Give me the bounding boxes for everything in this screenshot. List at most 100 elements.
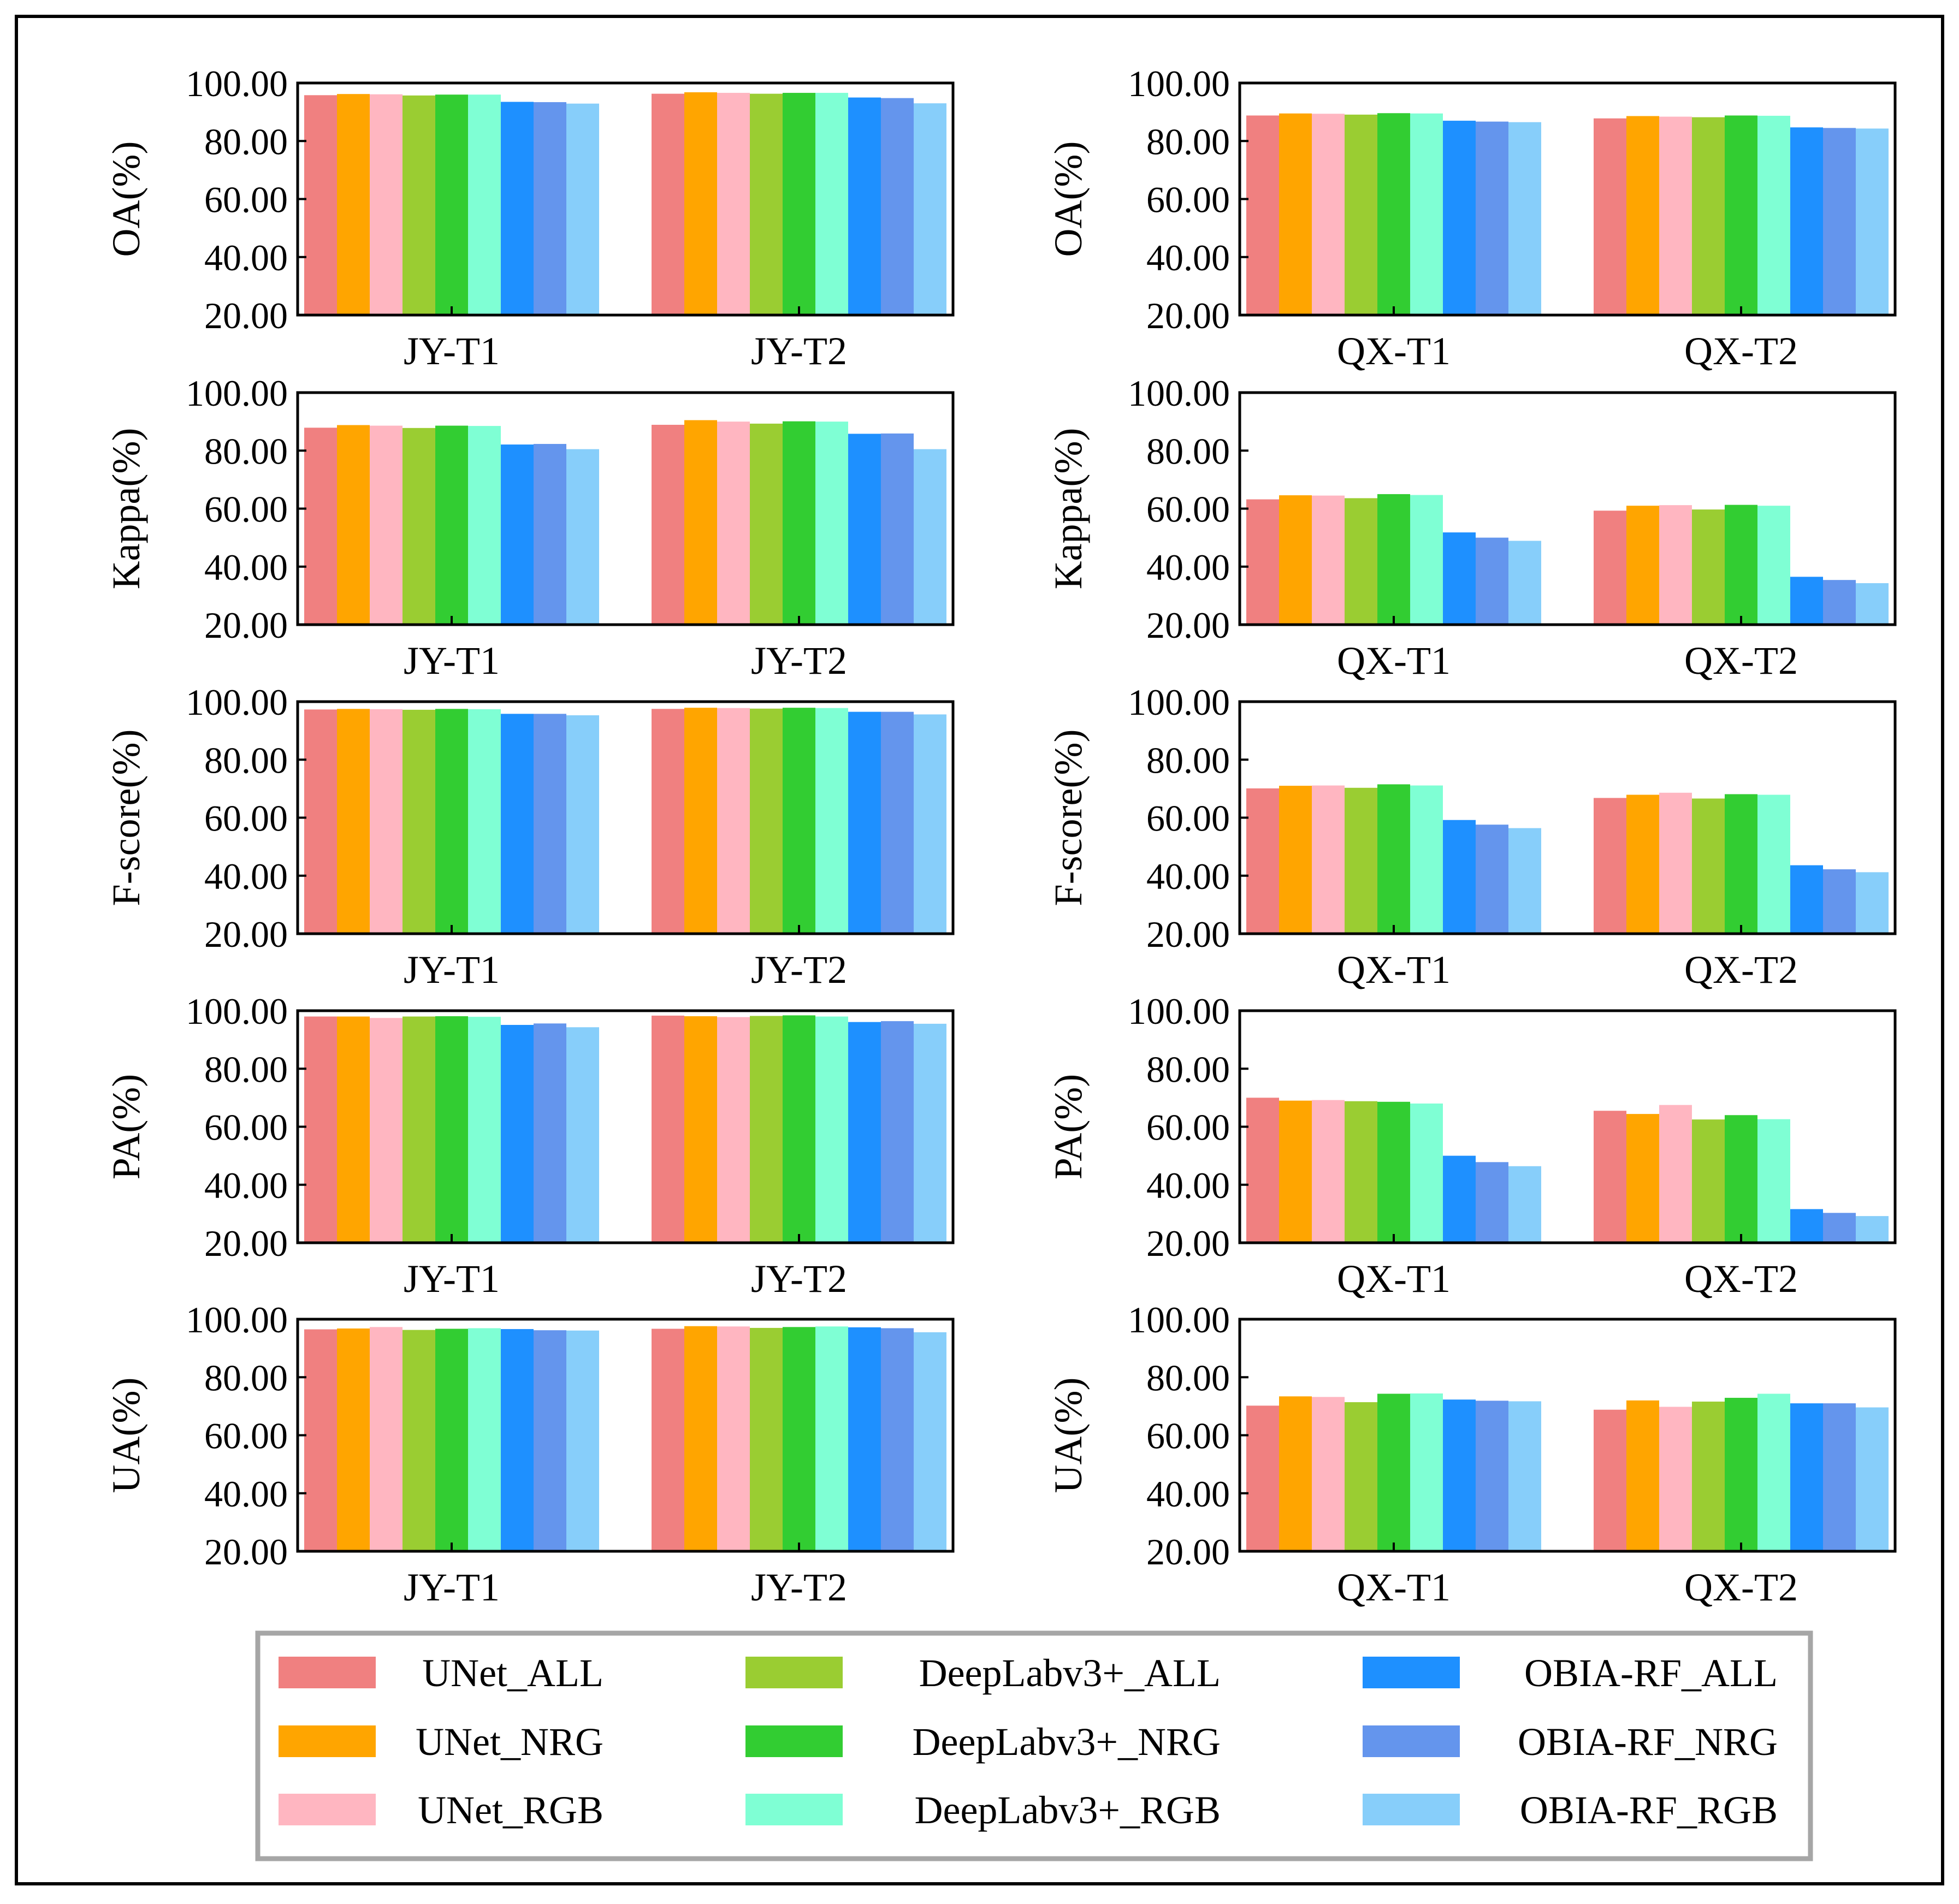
x-tick-label: JY-T2 [751, 1565, 847, 1609]
bar-qx-t1-1 [1246, 499, 1279, 625]
bar-jy-t1-2 [337, 1328, 370, 1551]
y-tick-label: 40.00 [1146, 856, 1230, 897]
bar-jy-t1-1 [304, 95, 337, 315]
x-tick-label: JY-T2 [751, 329, 847, 373]
x-tick-label: JY-T2 [751, 1257, 847, 1301]
bar-qx-t2-3 [1659, 1105, 1692, 1243]
x-tick-label: JY-T1 [404, 1257, 500, 1301]
bar-jy-t1-2 [337, 1016, 370, 1243]
bar-qx-t2-4 [1692, 1401, 1725, 1551]
x-tick-label: JY-T2 [751, 639, 847, 683]
bar-jy-t2-7 [848, 1327, 881, 1551]
y-tick-label: 100.00 [1128, 372, 1230, 414]
y-tick-label: 60.00 [204, 1107, 288, 1148]
bar-qx-t1-5 [1377, 494, 1410, 625]
bar-qx-t2-8 [1823, 869, 1856, 934]
bar-qx-t1-9 [1508, 1166, 1541, 1243]
y-tick-label: 60.00 [204, 489, 288, 530]
bar-jy-t2-2 [684, 92, 717, 315]
legend-label: UNet_NRG [416, 1720, 603, 1764]
bar-jy-t1-2 [337, 94, 370, 315]
bar-jy-t1-9 [566, 449, 599, 625]
y-tick-label: 80.00 [204, 121, 288, 162]
legend-swatch [279, 1794, 376, 1825]
bar-jy-t2-2 [684, 1016, 717, 1243]
bar-jy-t2-2 [684, 708, 717, 934]
y-tick-label: 40.00 [1146, 1473, 1230, 1515]
bar-jy-t2-6 [815, 1326, 848, 1551]
bar-jy-t2-2 [684, 1326, 717, 1551]
bar-qx-t1-7 [1443, 1399, 1476, 1551]
y-tick-label: 20.00 [1146, 1223, 1230, 1264]
bar-qx-t2-6 [1757, 1119, 1790, 1243]
x-tick-label: JY-T2 [751, 948, 847, 992]
legend-frame [255, 1630, 1813, 1861]
bar-jy-t1-6 [468, 709, 501, 934]
bar-qx-t1-4 [1345, 787, 1377, 934]
legend-label: OBIA-RF_RGB [1520, 1788, 1778, 1832]
legend-swatch [279, 1725, 376, 1757]
chart-panel-8: 20.00 40.00 60.00 80.00 100.00 QX-T1 QX-T2 PA(%… [1046, 990, 1897, 1301]
bar-qx-t1-5 [1377, 784, 1410, 934]
bar-qx-t2-4 [1692, 1119, 1725, 1243]
bar-jy-t2-7 [848, 1022, 881, 1243]
bar-jy-t1-4 [403, 1330, 435, 1551]
y-tick-label: 60.00 [204, 1415, 288, 1457]
y-tick-label: 60.00 [1146, 489, 1230, 530]
bar-jy-t2-9 [914, 1023, 946, 1243]
bar-qx-t2-3 [1659, 792, 1692, 934]
bar-jy-t2-3 [717, 1017, 750, 1243]
bar-jy-t2-9 [914, 1332, 946, 1551]
bar-qx-t1-2 [1279, 113, 1312, 315]
bar-qx-t1-9 [1508, 541, 1541, 625]
y-axis-label: Kappa(%) [104, 428, 148, 590]
y-axis-label: OA(%) [104, 141, 148, 257]
bar-jy-t2-8 [881, 711, 914, 934]
chart-panel-10: 20.00 40.00 60.00 80.00 100.00 QX-T1 QX-T2 UA(%… [1046, 1299, 1897, 1609]
y-tick-label: 60.00 [204, 179, 288, 221]
bar-jy-t1-3 [370, 1327, 403, 1551]
bar-jy-t1-3 [370, 425, 403, 625]
bar-qx-t2-6 [1757, 506, 1790, 625]
bar-qx-t1-7 [1443, 532, 1476, 625]
bar-jy-t2-4 [750, 93, 783, 315]
y-axis-label: UA(%) [1046, 1378, 1090, 1493]
bar-jy-t1-6 [468, 1017, 501, 1243]
y-tick-label: 60.00 [1146, 1415, 1230, 1457]
y-tick-label: 100.00 [1128, 990, 1230, 1032]
y-tick-label: 20.00 [204, 295, 288, 336]
legend: UNet_ALL UNet_NRG UNet_RGB DeepLabv3+_ALL De… [255, 1630, 1813, 1861]
legend-item-3: UNet_RGB [279, 1788, 603, 1832]
bar-jy-t2-1 [652, 424, 684, 625]
bar-qx-t2-8 [1823, 1213, 1856, 1243]
y-tick-label: 40.00 [204, 547, 288, 588]
bar-qx-t2-2 [1626, 794, 1659, 934]
y-axis-label: Kappa(%) [1046, 428, 1090, 590]
chart-panel-4: 20.00 40.00 60.00 80.00 100.00 QX-T1 QX-T2 Kapp… [1046, 372, 1897, 683]
legend-swatch [745, 1725, 843, 1757]
bar-qx-t2-6 [1757, 116, 1790, 315]
bar-jy-t2-1 [652, 93, 684, 315]
y-tick-label: 40.00 [1146, 547, 1230, 588]
bar-jy-t2-5 [783, 1327, 815, 1551]
bar-qx-t2-7 [1790, 1403, 1823, 1551]
bar-qx-t2-6 [1757, 1393, 1790, 1551]
bar-jy-t2-6 [815, 93, 848, 315]
y-tick-label: 100.00 [186, 1299, 288, 1340]
bar-jy-t2-8 [881, 433, 914, 625]
y-axis-label: F-score(%) [104, 729, 148, 906]
x-tick-label: QX-T1 [1337, 1565, 1451, 1609]
bar-jy-t1-7 [501, 444, 534, 625]
bar-qx-t1-7 [1443, 820, 1476, 934]
legend-swatch [745, 1657, 843, 1688]
y-tick-label: 20.00 [204, 1223, 288, 1264]
bar-qx-t1-3 [1312, 114, 1345, 315]
y-tick-label: 20.00 [1146, 604, 1230, 646]
y-tick-label: 80.00 [1146, 1048, 1230, 1090]
bar-jy-t1-1 [304, 709, 337, 934]
legend-label: OBIA-RF_NRG [1518, 1720, 1778, 1764]
bar-jy-t2-5 [783, 421, 815, 625]
bar-jy-t2-8 [881, 98, 914, 315]
bar-jy-t2-9 [914, 714, 946, 934]
bar-jy-t1-8 [534, 444, 566, 625]
